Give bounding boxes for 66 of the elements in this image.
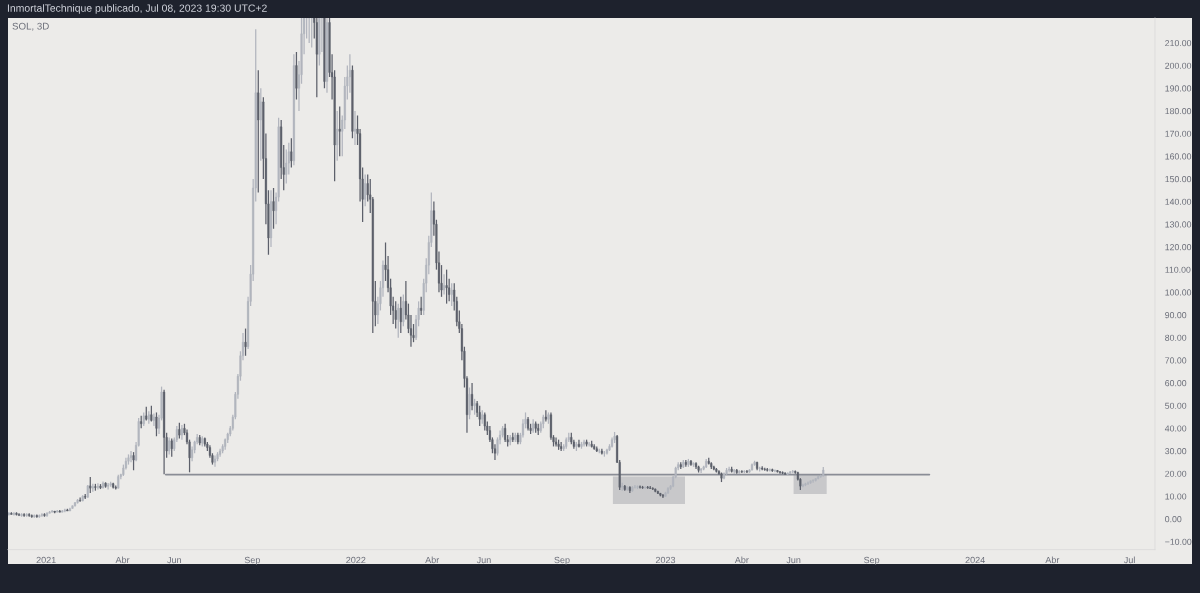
x-tick-label: Sep <box>244 556 260 565</box>
x-tick-label: Abr <box>115 556 130 564</box>
candlestick <box>364 173 367 207</box>
candlestick <box>76 498 79 505</box>
x-tick-label: Abr <box>425 556 440 564</box>
y-tick-label: 150.00 <box>1165 176 1192 183</box>
candlestick <box>320 18 323 53</box>
y-tick-label: 0.00 <box>1165 516 1182 523</box>
y-tick-label: 210.00 <box>1165 40 1192 47</box>
y-tick-label: 170.00 <box>1165 130 1192 137</box>
x-tick-label: 2023 <box>655 556 676 564</box>
candlestick <box>577 439 581 449</box>
candlestick <box>308 18 311 44</box>
y-tick-label: 130.00 <box>1165 221 1192 228</box>
x-tick-label: Jun <box>476 556 491 564</box>
candlestick <box>557 439 560 451</box>
candlestick <box>753 460 756 467</box>
candlestick <box>318 18 321 67</box>
y-tick-label: 120.00 <box>1165 244 1192 251</box>
x-tick-label: Sep <box>554 556 570 565</box>
candlestick <box>99 483 102 490</box>
candlestick <box>394 300 397 330</box>
x-tick-label: 2024 <box>965 556 985 564</box>
y-tick-label: 20.00 <box>1165 470 1187 477</box>
candlestick <box>445 269 448 305</box>
candlestick <box>295 51 298 101</box>
x-tick-label: Abr <box>1045 556 1060 564</box>
x-tick-label: 2021 <box>36 556 56 564</box>
candlestick <box>244 327 247 357</box>
candlestick <box>323 18 326 89</box>
y-tick-label: 70.00 <box>1165 357 1187 364</box>
y-tick-label: 60.00 <box>1165 380 1187 387</box>
x-tick-label: Abr <box>734 556 749 564</box>
candlestick <box>290 137 293 169</box>
y-tick-label: −10.00 <box>1165 538 1192 545</box>
y-tick-label: 90.00 <box>1165 312 1187 319</box>
x-tick-label: Sep <box>864 556 880 565</box>
y-tick-label: 190.00 <box>1165 85 1192 92</box>
y-tick-label: 40.00 <box>1164 425 1187 432</box>
y-tick-label: 10.00 <box>1165 493 1187 500</box>
y-tick-label: 50.00 <box>1165 402 1187 409</box>
candlestick <box>554 436 558 448</box>
y-tick-label: 100.00 <box>1165 289 1192 296</box>
candlestick <box>127 453 130 466</box>
y-tick-label: 140.00 <box>1165 198 1192 205</box>
chart-title: InmortalTechnique publicado, Jul 08, 2023 19:30 UTC+2 <box>7 4 267 14</box>
x-tick-label: Jun <box>167 556 181 564</box>
x-tick-label: Jul <box>1123 556 1135 564</box>
candlestick <box>504 423 507 443</box>
candlestick <box>450 282 453 307</box>
y-tick-label: 30.00 <box>1165 448 1187 455</box>
candlestick <box>468 386 471 420</box>
candlestick <box>613 431 616 444</box>
y-tick-label: 110.00 <box>1165 266 1191 273</box>
x-tick-label: 2022 <box>346 556 366 564</box>
y-tick-label: 80.00 <box>1165 334 1187 341</box>
candlestick <box>420 296 423 316</box>
chart-subtitle: SOL, 3D <box>12 22 49 31</box>
candlestick <box>310 18 313 49</box>
candlestick <box>338 105 341 157</box>
candlestick <box>399 296 402 334</box>
x-tick-label: Jun <box>786 556 801 564</box>
y-tick-label: 160.00 <box>1165 153 1192 160</box>
y-tick-label: 180.00 <box>1165 108 1192 115</box>
candlestick <box>351 64 354 139</box>
y-tick-label: 200.00 <box>1165 62 1192 69</box>
